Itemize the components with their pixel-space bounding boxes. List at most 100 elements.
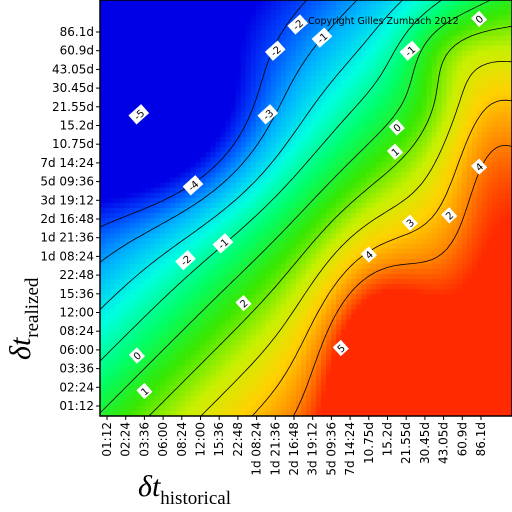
heatmap-cell (336, 218, 342, 224)
heatmap-cell (115, 81, 121, 87)
heatmap-cell (190, 116, 197, 123)
heatmap-cell (185, 0, 192, 6)
heatmap-cell (260, 192, 267, 199)
heatmap-cell (100, 162, 106, 169)
heatmap-cell (140, 223, 146, 229)
heatmap-cell (275, 86, 282, 92)
heatmap-cell (441, 253, 448, 260)
heatmap-cell (506, 157, 512, 163)
heatmap-cell (180, 243, 187, 250)
heatmap-cell (491, 5, 498, 11)
heatmap-cell (200, 91, 207, 97)
heatmap-cell (225, 197, 232, 204)
heatmap-cell (341, 213, 347, 219)
heatmap-cell (336, 197, 342, 204)
heatmap-cell (306, 81, 312, 87)
heatmap-cell (185, 121, 192, 128)
heatmap-cell (416, 304, 423, 311)
heatmap-cell (351, 218, 357, 224)
heatmap-cell (275, 111, 282, 118)
heatmap-cell (300, 71, 307, 77)
heatmap-cell (421, 126, 428, 133)
heatmap-cell (235, 223, 242, 229)
heatmap-cell (255, 40, 262, 47)
heatmap-cell (406, 65, 413, 72)
heatmap-cell (155, 86, 161, 92)
heatmap-cell (100, 157, 106, 163)
heatmap-cell (295, 233, 302, 240)
heatmap-cell (210, 248, 217, 255)
heatmap-cell (215, 65, 222, 72)
heatmap-cell (175, 162, 181, 169)
heatmap-cell (306, 213, 312, 219)
heatmap-cell (326, 258, 332, 265)
heatmap-cell (326, 5, 332, 11)
heatmap-cell (406, 30, 413, 37)
heatmap-cell (205, 157, 212, 163)
heatmap-cell (396, 268, 403, 275)
heatmap-cell (491, 197, 498, 204)
heatmap-cell (431, 152, 438, 158)
heatmap-cell (481, 213, 488, 219)
heatmap-cell (331, 304, 337, 311)
heatmap-cell (275, 223, 282, 229)
heatmap-cell (451, 96, 458, 103)
heatmap-cell (220, 91, 227, 97)
heatmap-cell (155, 268, 161, 275)
heatmap-cell (110, 218, 116, 224)
heatmap-cell (361, 15, 367, 21)
heatmap-cell (150, 25, 156, 32)
heatmap-cell (170, 106, 176, 113)
heatmap-cell (110, 273, 116, 280)
heatmap-cell (361, 208, 367, 214)
heatmap-cell (230, 177, 237, 184)
heatmap-cell (486, 25, 493, 32)
heatmap-cell (506, 91, 512, 97)
heatmap-cell (471, 50, 478, 57)
heatmap-cell (451, 304, 458, 311)
heatmap-cell (496, 65, 503, 72)
heatmap-cell (316, 116, 322, 123)
heatmap-cell (170, 197, 176, 204)
heatmap-cell (280, 116, 287, 123)
heatmap-cell (285, 76, 292, 82)
heatmap-cell (280, 208, 287, 214)
heatmap-cell (300, 65, 307, 72)
heatmap-cell (491, 142, 498, 148)
heatmap-cell (486, 15, 493, 21)
heatmap-cell (471, 177, 478, 184)
heatmap-cell (491, 96, 498, 103)
heatmap-cell (486, 304, 493, 311)
heatmap-cell (366, 101, 372, 108)
heatmap-cell (210, 177, 217, 184)
heatmap-cell (295, 294, 302, 300)
heatmap-cell (316, 167, 322, 174)
heatmap-cell (155, 238, 161, 245)
heatmap-cell (105, 15, 111, 21)
heatmap-cell (426, 197, 433, 204)
heatmap-cell (371, 228, 377, 234)
heatmap-cell (396, 284, 403, 290)
heatmap-cell (200, 96, 207, 103)
heatmap-cell (421, 111, 428, 118)
heatmap-cell (185, 35, 192, 42)
heatmap-cell (441, 223, 448, 229)
heatmap-cell (341, 182, 347, 189)
heatmap-cell (491, 65, 498, 72)
heatmap-cell (341, 202, 347, 209)
heatmap-cell (155, 167, 161, 174)
heatmap-cell (491, 218, 498, 224)
heatmap-cell (255, 279, 262, 285)
heatmap-cell (406, 187, 413, 194)
heatmap-cell (285, 60, 292, 67)
heatmap-cell (255, 96, 262, 103)
heatmap-cell (150, 263, 156, 270)
heatmap-cell (260, 0, 267, 6)
heatmap-cell (115, 187, 121, 194)
heatmap-cell (105, 172, 111, 179)
heatmap-cell (336, 258, 342, 265)
heatmap-cell (436, 208, 443, 214)
heatmap-cell (481, 147, 488, 153)
heatmap-cell (341, 192, 347, 199)
heatmap-cell (125, 299, 131, 305)
